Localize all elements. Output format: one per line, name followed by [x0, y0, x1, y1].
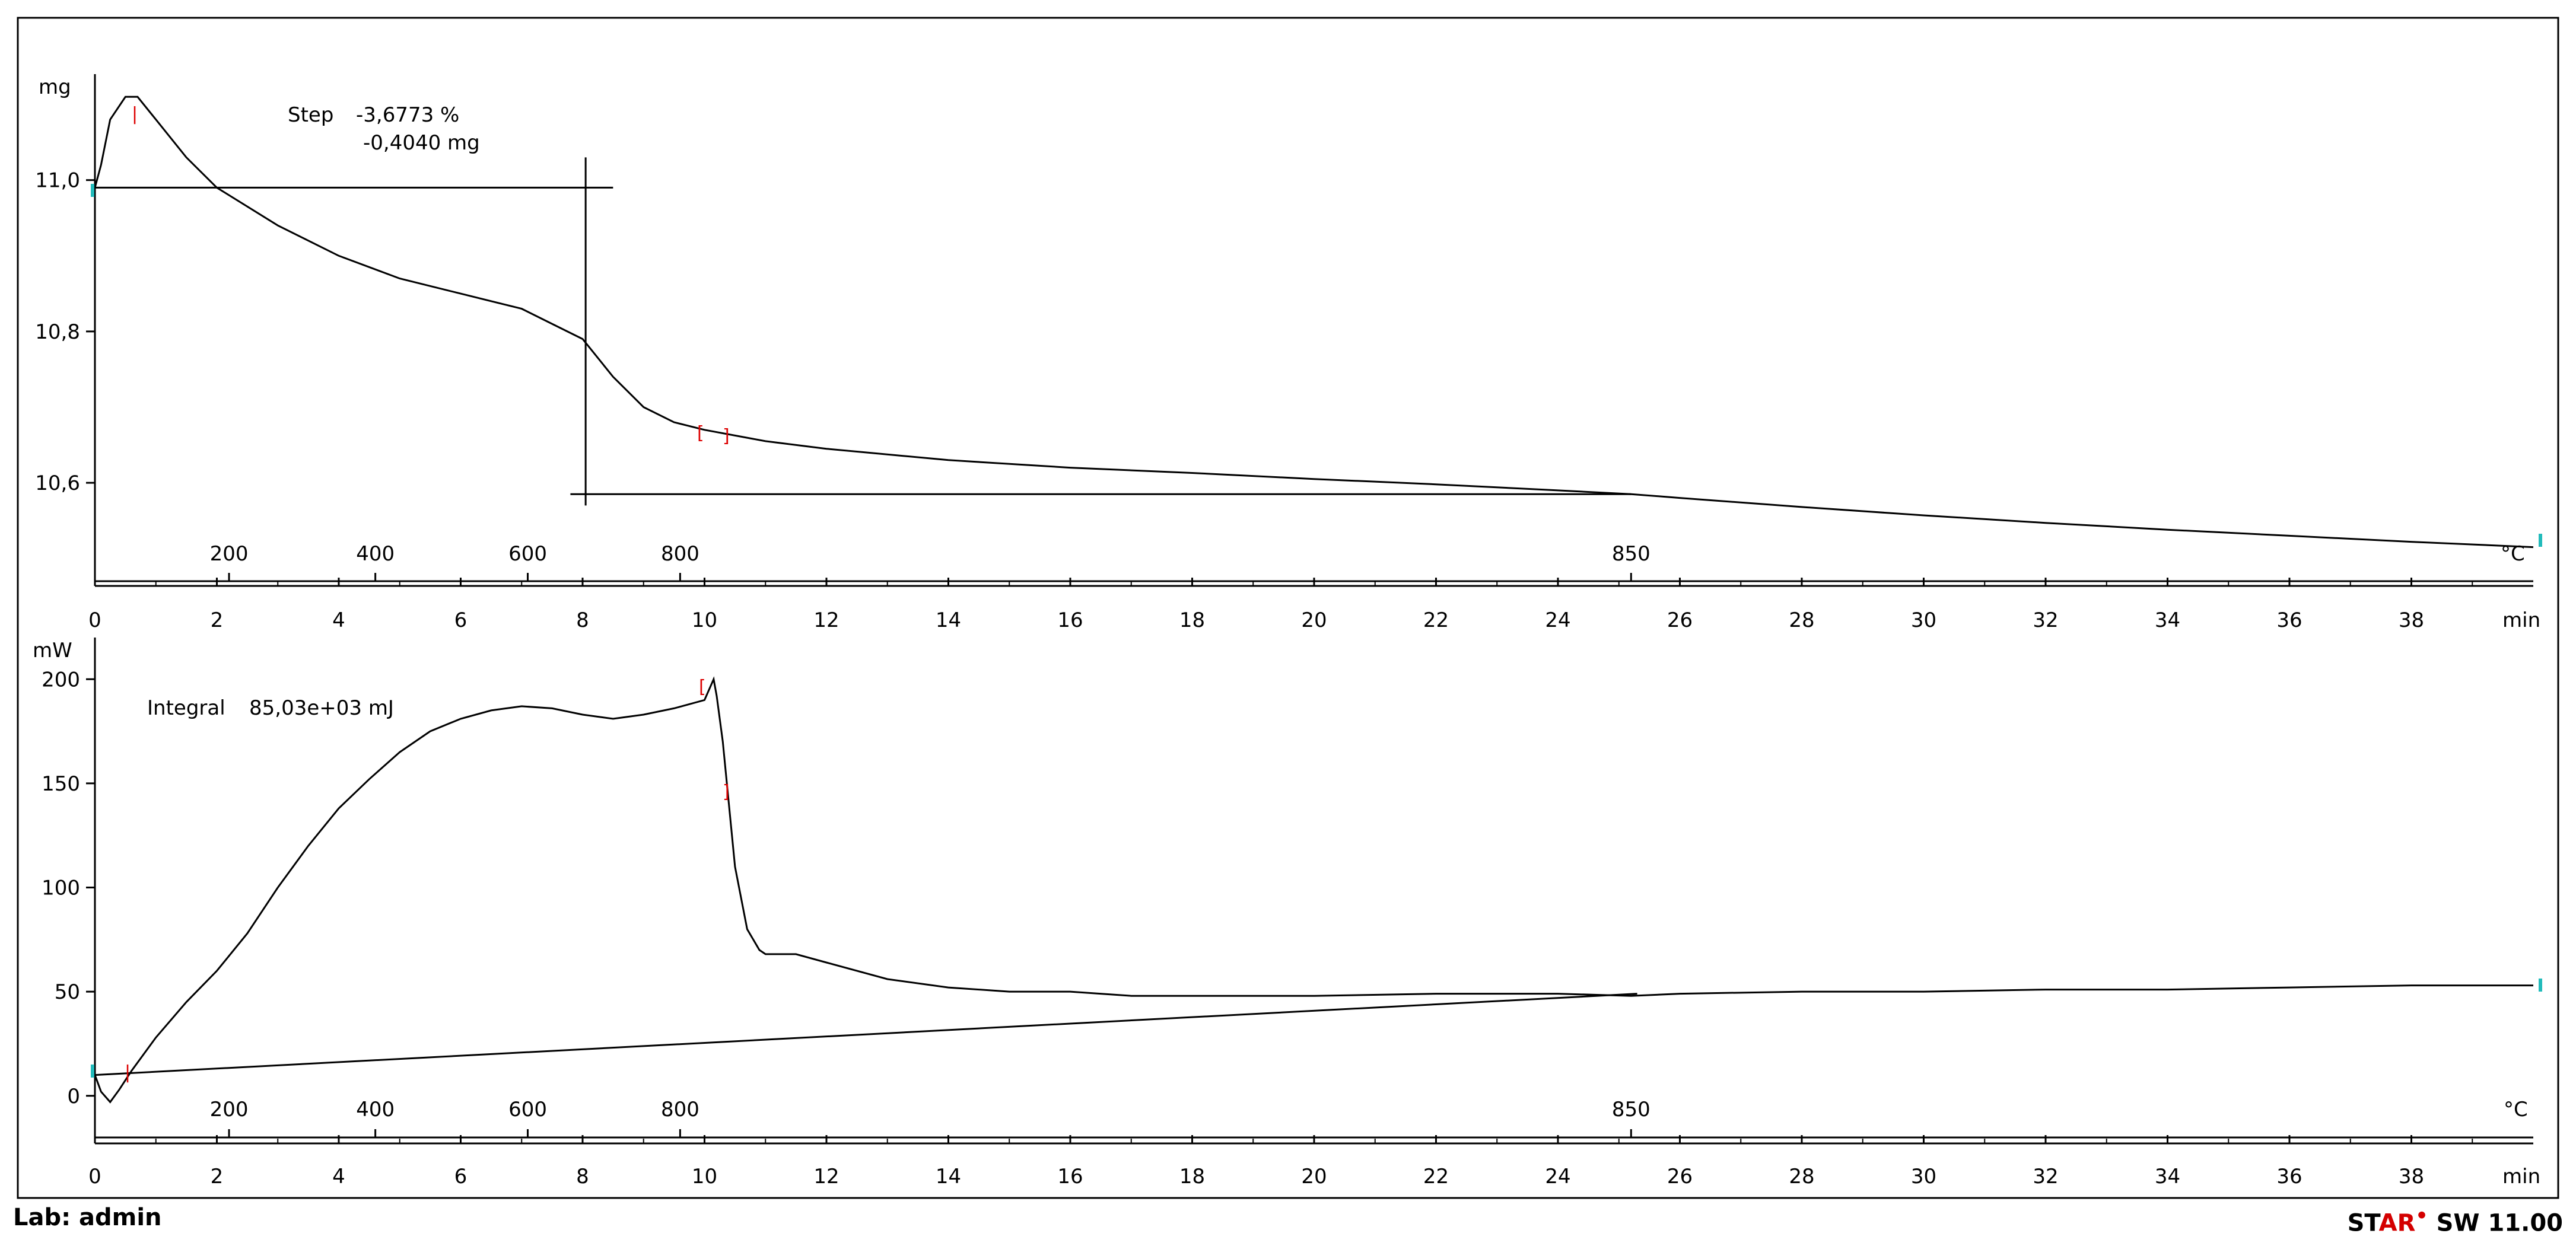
- dsc-x-tick-label: 2: [211, 1165, 224, 1188]
- lab-label: Lab: admin: [13, 1204, 162, 1231]
- dsc-temp-ticks: 200 400 600 800 850: [210, 1098, 1650, 1137]
- tga-x-tick-label: 6: [454, 608, 468, 632]
- tga-x-tick-label: 2: [211, 608, 224, 632]
- tga-x-tick-label: 16: [1057, 608, 1083, 632]
- dsc-x-tick-label: 30: [1911, 1165, 1936, 1188]
- dsc-x-tick-label: 18: [1179, 1165, 1205, 1188]
- dsc-x-tick-label: 12: [813, 1165, 839, 1188]
- dsc-x-tick-label: 14: [936, 1165, 961, 1188]
- tga-temp-tick-label: 400: [356, 542, 395, 566]
- tga-x-tick-label: 24: [1545, 608, 1570, 632]
- tga-x-ticks: 0 2 4 6 8 10 12 14 16 18 20 22 24 26 28 30 32 34 36 38: [88, 578, 2473, 632]
- brand-dot: •: [2415, 1204, 2428, 1227]
- tga-panel: mg °C min 10,610,811,0 0 2 4 6 8 10 12 14 16 18 20…: [35, 74, 2542, 632]
- dsc-x-tick-label: 36: [2276, 1165, 2302, 1188]
- tga-temp-tick-label: 800: [661, 542, 699, 566]
- tga-x-tick-label: 4: [332, 608, 345, 632]
- dsc-x-tick-label: 4: [332, 1165, 345, 1188]
- tga-curve: [94, 95, 2534, 549]
- dsc-temp-tick-label: 850: [1612, 1098, 1650, 1121]
- tga-eval-marker-right: ]: [723, 426, 730, 447]
- dsc-x-ticks: 0 2 4 6 8 10 12 14 16 18 20 22 24 26 28 30 32 34 36 38: [88, 1135, 2473, 1188]
- tga-x-tick-label: 32: [2033, 608, 2058, 632]
- dsc-temp-tick-label: 200: [210, 1098, 249, 1121]
- tga-temp-tick-label: 600: [508, 542, 547, 566]
- dsc-x-tick-label: 32: [2033, 1165, 2058, 1188]
- tga-x-tick-label: 8: [576, 608, 589, 632]
- dsc-time-unit: min: [2502, 1165, 2540, 1188]
- tga-y-tick-label: 11,0: [35, 169, 80, 193]
- tga-y-tick-label: 10,6: [35, 471, 80, 495]
- dsc-x-tick-label: 28: [1789, 1165, 1814, 1188]
- tga-x-tick-label: 36: [2276, 608, 2302, 632]
- brand-ar: AR: [2378, 1209, 2416, 1237]
- tga-start-marker: [91, 184, 94, 197]
- tga-x-tick-label: 18: [1179, 608, 1205, 632]
- tga-step-label: Step: [288, 103, 333, 127]
- dsc-end-marker: [2539, 979, 2542, 992]
- dsc-x-tick-label: 6: [454, 1165, 468, 1188]
- dsc-temp-tick-label: 400: [356, 1098, 395, 1121]
- dsc-x-tick-label: 22: [1423, 1165, 1449, 1188]
- dsc-x-tick-label: 10: [692, 1165, 717, 1188]
- outer-border: [17, 17, 2559, 1199]
- tga-x-tick-label: 26: [1667, 608, 1693, 632]
- dsc-x-tick-label: 20: [1301, 1165, 1327, 1188]
- tga-y-ticks: 10,6 10,8 11,0: [35, 169, 95, 495]
- tga-x-tick-label: 12: [813, 608, 839, 632]
- dsc-curve: [94, 676, 2533, 1104]
- dsc-integral-baseline: [94, 993, 1637, 1076]
- dsc-begin-marker: [91, 1065, 94, 1078]
- tga-end-marker: [2539, 534, 2542, 547]
- dsc-y-tick-label: 200: [42, 668, 80, 691]
- dsc-drop-marker: ]: [723, 782, 730, 802]
- dsc-x-tick-label: 26: [1667, 1165, 1693, 1188]
- tga-x-tick-label: 20: [1301, 608, 1327, 632]
- dsc-peak-marker: [: [699, 677, 706, 697]
- tga-x-tick-label: 34: [2155, 608, 2180, 632]
- dsc-x-tick-label: 8: [576, 1165, 589, 1188]
- dsc-x-tick-label: 34: [2155, 1165, 2180, 1188]
- tga-step-mass: -0,4040 mg: [363, 131, 480, 155]
- dsc-start-marker: |: [125, 1062, 131, 1083]
- tga-step-construction: [95, 157, 1632, 506]
- dsc-temp-tick-label: 800: [661, 1098, 699, 1121]
- software-version-label: STAR• SW 11.00: [2348, 1204, 2563, 1237]
- software-version: SW 11.00: [2428, 1209, 2563, 1237]
- tga-x-tick-label: 22: [1423, 608, 1449, 632]
- tga-step-percent: -3,6773 %: [356, 103, 459, 127]
- dsc-baseline: [94, 993, 1637, 1076]
- tga-x-tick-label: 10: [692, 608, 717, 632]
- dsc-x-tick-label: 0: [88, 1165, 101, 1188]
- dsc-x-tick-label: 38: [2399, 1165, 2424, 1188]
- tga-time-unit: min: [2502, 608, 2540, 632]
- tga-eval-marker-left: [: [697, 423, 704, 444]
- dsc-x-tick-label: 16: [1057, 1165, 1083, 1188]
- dsc-x-tick-label: 24: [1545, 1165, 1570, 1188]
- brand-st: ST: [2347, 1209, 2379, 1237]
- dsc-y-tick-label: 150: [42, 772, 80, 796]
- tga-x-tick-label: 38: [2399, 608, 2424, 632]
- dsc-temp-unit: °C: [2504, 1098, 2528, 1121]
- dsc-y-unit: mW: [33, 639, 72, 662]
- tga-x-tick-label: 0: [88, 608, 101, 632]
- dsc-y-ticks: 0 50 100 150 200: [42, 668, 95, 1108]
- dsc-temp-tick-label: 600: [508, 1098, 547, 1121]
- tga-temp-ticks: 200 400 600 800 850: [210, 542, 1650, 581]
- tga-temp-tick-label: 850: [1612, 542, 1650, 566]
- tga-y-unit: mg: [39, 75, 71, 99]
- tga-x-tick-label: 28: [1789, 608, 1814, 632]
- dsc-y-tick-label: 50: [55, 980, 80, 1004]
- tga-x-tick-label: 30: [1911, 608, 1936, 632]
- tga-temp-tick-label: 200: [210, 542, 249, 566]
- dsc-y-tick-label: 0: [67, 1085, 80, 1108]
- tga-y-tick-label: 10,8: [35, 320, 80, 344]
- dsc-integral-value: 85,03e+03 mJ: [249, 696, 394, 720]
- dsc-integral-label: Integral: [147, 696, 225, 720]
- tga-x-tick-label: 14: [936, 608, 961, 632]
- tga-peak-marker: |: [132, 104, 138, 125]
- dsc-y-tick-label: 100: [42, 877, 80, 900]
